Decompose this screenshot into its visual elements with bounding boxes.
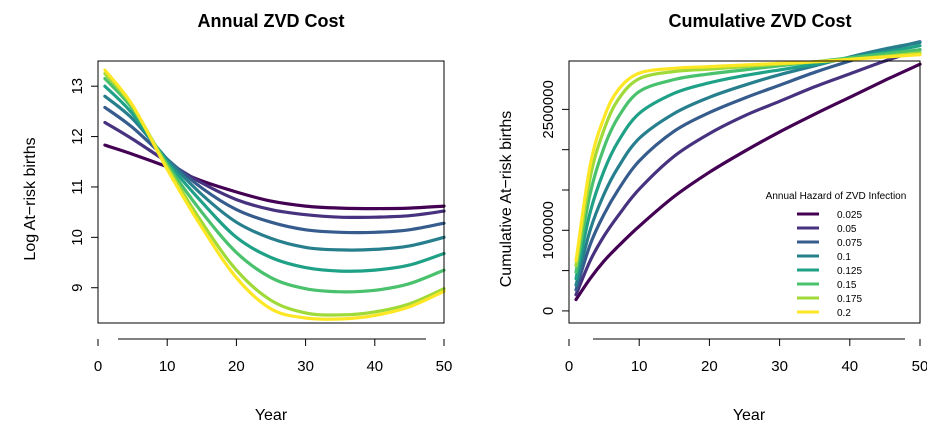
series-line-0.025: [103, 143, 446, 211]
x-axis-label: Year: [255, 407, 288, 424]
y-tick-label: 13: [69, 78, 86, 95]
x-tick-label: 10: [159, 358, 176, 375]
legend-label: 0.2: [837, 308, 851, 319]
x-axis-ticks: 0 10 20 30 40 50: [565, 339, 927, 375]
series-line-0.2: [574, 53, 922, 263]
series-line-0.025: [574, 62, 922, 302]
y-tick-label: 11: [69, 179, 86, 195]
cumulative-cost-chart: Cumulative ZVD Cost 0 10 20 30 40 50 0 1000000…: [498, 11, 927, 424]
legend: Annual Hazard of ZVD Infection 0.025 0.05…: [766, 191, 907, 319]
x-tick-label: 30: [771, 358, 788, 375]
x-tick-label: 0: [94, 358, 102, 375]
legend-title: Annual Hazard of ZVD Infection: [766, 191, 907, 202]
y-tick-label: 9: [69, 284, 86, 292]
series-line-0.05: [103, 120, 446, 220]
series-line-0.05: [574, 48, 922, 297]
y-tick-label: 0: [540, 307, 557, 315]
legend-label: 0.125: [837, 266, 862, 277]
y-tick-label: 10: [69, 229, 86, 246]
y-tick-label: 1000000: [540, 201, 557, 259]
y-axis-label: Cumulative At−risk births: [498, 111, 515, 288]
x-tick-label: 40: [841, 358, 858, 375]
y-tick-label: 12: [69, 128, 86, 145]
x-tick-label: 50: [436, 358, 453, 375]
plot-frame: [568, 60, 921, 324]
series-line-0.075: [103, 105, 446, 235]
legend-label: 0.175: [837, 294, 862, 305]
series-line-0.1: [103, 94, 446, 252]
x-axis-label: Year: [733, 407, 766, 424]
chart-title: Annual ZVD Cost: [198, 11, 345, 31]
legend-label: 0.075: [837, 238, 862, 249]
y-axis-ticks: 9 10 11 12 13: [69, 78, 98, 292]
series-line-0.2: [103, 68, 446, 321]
x-tick-label: 20: [701, 358, 718, 375]
x-tick-label: 40: [366, 358, 383, 375]
x-axis-ticks: 0 10 20 30 40 50: [94, 339, 453, 375]
legend-items: 0.025 0.05 0.075 0.1 0.125 0.15 0.175 0.2: [797, 210, 862, 319]
legend-label: 0.15: [837, 280, 857, 291]
legend-label: 0.1: [837, 252, 851, 263]
x-tick-label: 50: [912, 358, 927, 375]
x-tick-label: 10: [631, 358, 648, 375]
series-group: [103, 68, 446, 321]
series-line-0.125: [103, 84, 446, 273]
x-tick-label: 30: [297, 358, 314, 375]
x-tick-label: 20: [228, 358, 245, 375]
annual-cost-chart: Annual ZVD Cost 0 10 20 30 40 50 9 10 11 12 13 Ye…: [22, 11, 452, 424]
y-tick-label: 2500000: [540, 80, 557, 138]
x-tick-label: 0: [565, 358, 573, 375]
y-axis-label: Log At−risk births: [22, 137, 39, 260]
y-axis-ticks: 0 1000000 2500000: [540, 80, 569, 315]
chart-title: Cumulative ZVD Cost: [668, 11, 851, 31]
legend-label: 0.05: [837, 224, 857, 235]
series-group: [574, 40, 922, 302]
legend-label: 0.025: [837, 210, 862, 221]
plot-frame: [97, 60, 445, 324]
